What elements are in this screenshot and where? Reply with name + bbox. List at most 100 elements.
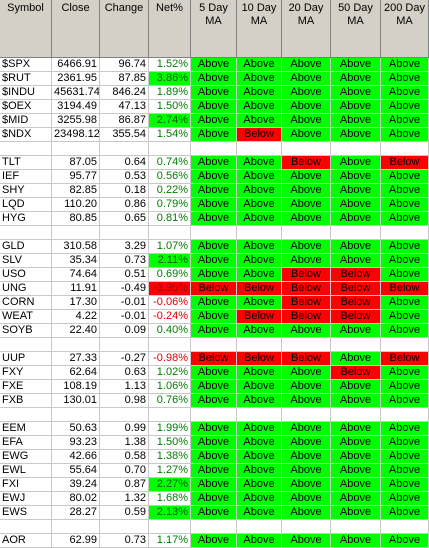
symbol-cell: CORN bbox=[0, 296, 52, 310]
ma-cell: Above bbox=[381, 114, 429, 128]
net-cell: -0.24% bbox=[149, 310, 191, 324]
ma-cell: Above bbox=[331, 422, 381, 436]
change-cell: 0.63 bbox=[100, 366, 149, 380]
net-cell: 1.06% bbox=[149, 380, 191, 394]
ma-cell: Above bbox=[191, 436, 237, 450]
ma-cell: Above bbox=[237, 100, 282, 114]
close-cell: 62.64 bbox=[52, 366, 100, 380]
ma-cell: Below bbox=[381, 156, 429, 170]
net-cell: 2.27% bbox=[149, 478, 191, 492]
net-cell: 3.86% bbox=[149, 72, 191, 86]
ma-cell: Above bbox=[331, 72, 381, 86]
ma-cell: Above bbox=[282, 240, 331, 254]
ma-cell: Above bbox=[282, 380, 331, 394]
ma-cell: Above bbox=[381, 492, 429, 506]
blank-cell bbox=[100, 338, 149, 352]
ma-cell: Above bbox=[331, 58, 381, 72]
ma-cell: Above bbox=[237, 156, 282, 170]
ma-cell: Above bbox=[282, 464, 331, 478]
blank-cell bbox=[331, 408, 381, 422]
ma-cell: Above bbox=[282, 394, 331, 408]
net-cell: 1.50% bbox=[149, 436, 191, 450]
net-cell: 0.69% bbox=[149, 268, 191, 282]
ma-cell: Above bbox=[381, 86, 429, 100]
symbol-cell: USO bbox=[0, 268, 52, 282]
ma-cell: Above bbox=[381, 534, 429, 548]
blank-cell bbox=[149, 338, 191, 352]
ma-cell: Below bbox=[331, 310, 381, 324]
ma-cell: Above bbox=[237, 240, 282, 254]
blank-cell bbox=[0, 338, 52, 352]
ma-cell: Below bbox=[282, 352, 331, 366]
ma-cell: Above bbox=[381, 58, 429, 72]
ma-cell: Above bbox=[191, 198, 237, 212]
net-cell: 0.74% bbox=[149, 156, 191, 170]
blank-cell bbox=[100, 520, 149, 534]
blank-cell bbox=[381, 338, 429, 352]
ma-cell: Below bbox=[282, 268, 331, 282]
ma-cell: Above bbox=[282, 212, 331, 226]
symbol-cell: HYG bbox=[0, 212, 52, 226]
symbol-cell: LQD bbox=[0, 198, 52, 212]
symbol-cell: SOYB bbox=[0, 324, 52, 338]
ma-cell: Above bbox=[237, 366, 282, 380]
change-cell: 0.98 bbox=[100, 394, 149, 408]
ma-cell: Above bbox=[381, 380, 429, 394]
ma-cell: Above bbox=[282, 86, 331, 100]
ma-cell: Below bbox=[282, 310, 331, 324]
column-header: 200 Day MA bbox=[381, 0, 429, 58]
ma-cell: Above bbox=[282, 254, 331, 268]
ma-cell: Above bbox=[381, 324, 429, 338]
ma-cell: Above bbox=[331, 114, 381, 128]
ma-cell: Above bbox=[282, 366, 331, 380]
change-cell: 1.32 bbox=[100, 492, 149, 506]
net-cell: 1.17% bbox=[149, 534, 191, 548]
ma-cell: Above bbox=[331, 464, 381, 478]
ma-cell: Above bbox=[237, 114, 282, 128]
blank-cell bbox=[191, 520, 237, 534]
close-cell: 74.64 bbox=[52, 268, 100, 282]
ma-cell: Above bbox=[282, 184, 331, 198]
net-cell: 1.99% bbox=[149, 422, 191, 436]
symbol-cell: $RUT bbox=[0, 72, 52, 86]
net-cell: 2.11% bbox=[149, 254, 191, 268]
ma-cell: Above bbox=[381, 464, 429, 478]
blank-cell bbox=[100, 142, 149, 156]
close-cell: 130.01 bbox=[52, 394, 100, 408]
ma-cell: Above bbox=[191, 492, 237, 506]
change-cell: 0.65 bbox=[100, 212, 149, 226]
ma-cell: Above bbox=[282, 72, 331, 86]
ma-cell: Above bbox=[237, 394, 282, 408]
close-cell: 22.40 bbox=[52, 324, 100, 338]
ma-cell: Above bbox=[381, 506, 429, 520]
blank-cell bbox=[237, 142, 282, 156]
blank-cell bbox=[0, 226, 52, 240]
ma-cell: Above bbox=[331, 254, 381, 268]
close-cell: 110.20 bbox=[52, 198, 100, 212]
net-cell: 1.89% bbox=[149, 86, 191, 100]
ma-cell: Above bbox=[237, 268, 282, 282]
symbol-cell: EWS bbox=[0, 506, 52, 520]
change-cell: 86.87 bbox=[100, 114, 149, 128]
ma-cell: Above bbox=[237, 380, 282, 394]
ma-cell: Below bbox=[282, 156, 331, 170]
close-cell: 35.34 bbox=[52, 254, 100, 268]
blank-cell bbox=[237, 520, 282, 534]
ma-cell: Above bbox=[237, 72, 282, 86]
ma-cell: Above bbox=[331, 128, 381, 142]
close-cell: 6466.91 bbox=[52, 58, 100, 72]
column-header: 5 Day MA bbox=[191, 0, 237, 58]
close-cell: 42.66 bbox=[52, 450, 100, 464]
net-cell: -3.95% bbox=[149, 282, 191, 296]
ma-cell: Above bbox=[191, 534, 237, 548]
net-cell: 0.76% bbox=[149, 394, 191, 408]
change-cell: 0.09 bbox=[100, 324, 149, 338]
ma-cell: Above bbox=[381, 100, 429, 114]
change-cell: -0.49 bbox=[100, 282, 149, 296]
ma-cell: Above bbox=[191, 296, 237, 310]
net-cell: -0.98% bbox=[149, 352, 191, 366]
blank-cell bbox=[381, 142, 429, 156]
ma-cell: Below bbox=[191, 282, 237, 296]
blank-cell bbox=[0, 520, 52, 534]
ma-cell: Above bbox=[191, 324, 237, 338]
